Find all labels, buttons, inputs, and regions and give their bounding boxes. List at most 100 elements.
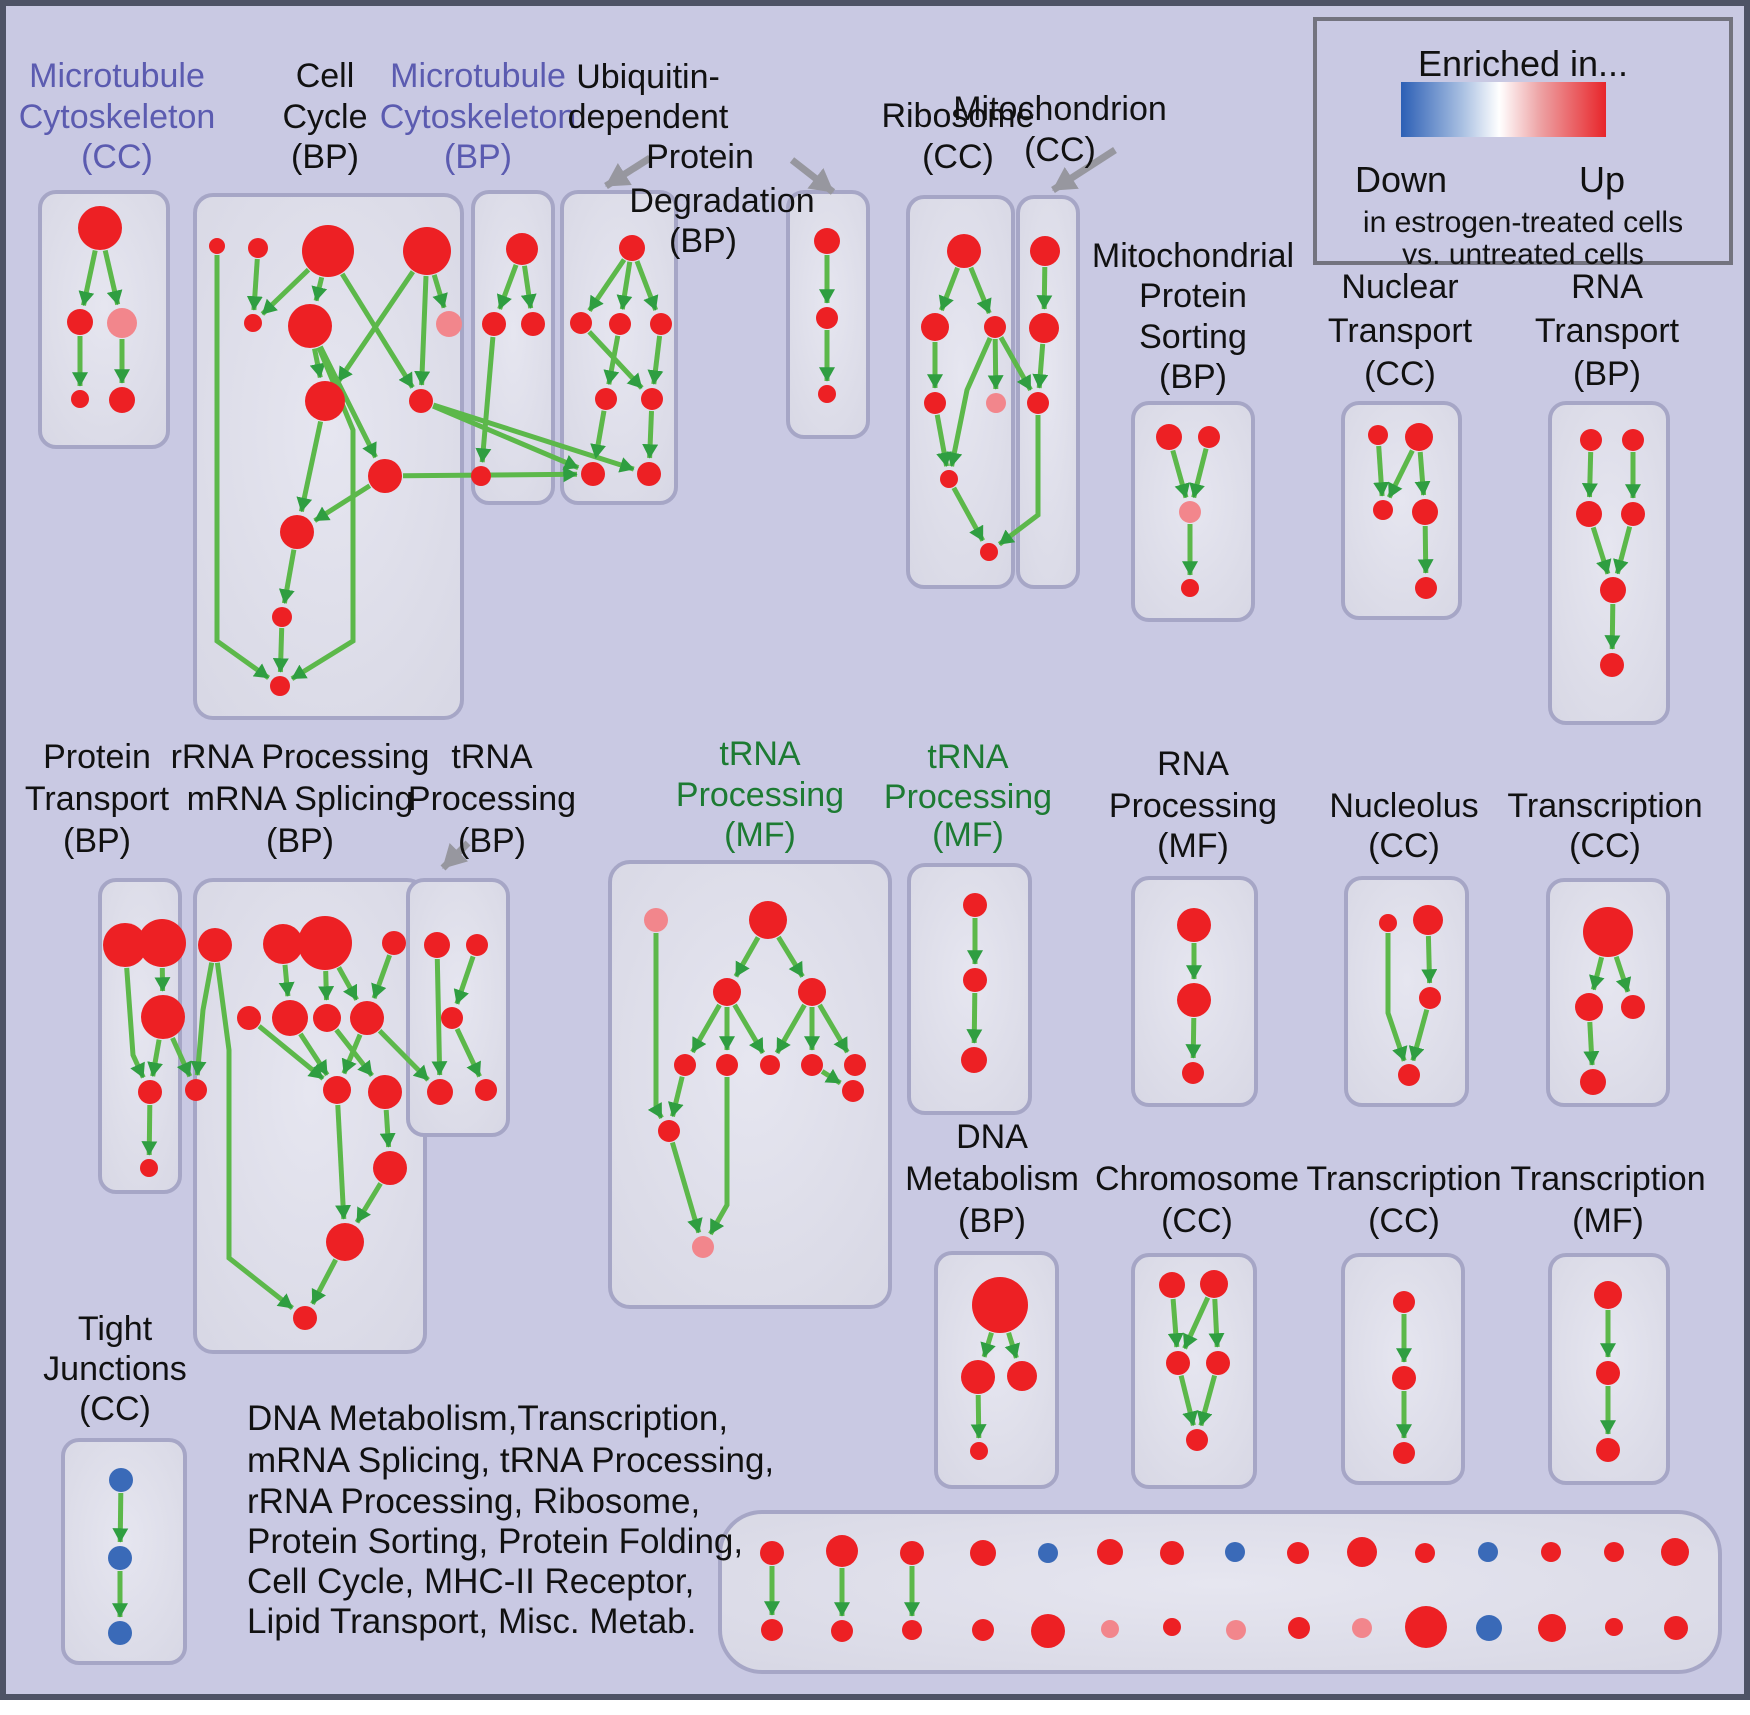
- cluster-label: (CC): [1368, 827, 1440, 865]
- node: [1181, 579, 1199, 597]
- node: [595, 388, 617, 410]
- node: [1031, 1614, 1065, 1648]
- edge: [454, 1027, 482, 1078]
- node: [475, 1079, 497, 1101]
- edge: [1182, 1296, 1211, 1350]
- edge: [987, 338, 1004, 390]
- cluster-label: Metabolism: [905, 1160, 1079, 1198]
- node: [1373, 500, 1393, 520]
- edge: [310, 1258, 338, 1305]
- cluster-label: Microtubule: [29, 57, 205, 95]
- edge: [520, 265, 537, 309]
- node: [71, 390, 89, 408]
- node: [409, 389, 433, 413]
- cluster-label: (CC): [1569, 827, 1641, 865]
- cluster-label: (MF): [932, 816, 1004, 854]
- node: [1600, 653, 1624, 677]
- edge: [1178, 1375, 1198, 1427]
- node: [844, 1054, 866, 1076]
- cluster-label: Tight: [78, 1310, 153, 1348]
- edge: [1170, 449, 1190, 499]
- cluster-label: Cytoskeleton: [380, 98, 577, 136]
- node: [141, 995, 185, 1039]
- edge: [414, 275, 431, 386]
- edge: [634, 260, 659, 311]
- cluster-label: (CC): [922, 138, 994, 176]
- edge: [296, 420, 324, 513]
- legend-up-label: Up: [1578, 159, 1626, 200]
- node: [403, 227, 451, 275]
- node: [313, 1004, 341, 1032]
- edge: [1373, 445, 1390, 497]
- edge: [309, 348, 326, 379]
- cluster-box-ubiquitin-degradation-bp-left: [560, 190, 678, 505]
- cluster-label: (BP): [291, 138, 359, 176]
- node: [609, 313, 631, 335]
- node: [650, 313, 672, 335]
- cluster-label: (BP): [1573, 355, 1641, 393]
- node: [581, 462, 605, 486]
- edge: [214, 962, 294, 1311]
- node: [1159, 1272, 1185, 1298]
- node: [1605, 1618, 1623, 1636]
- node: [293, 1306, 317, 1330]
- node: [713, 978, 741, 1006]
- node: [272, 607, 292, 627]
- node: [1393, 1442, 1415, 1464]
- node: [1664, 1616, 1688, 1640]
- cluster-label: Transport: [1328, 312, 1473, 350]
- node: [78, 206, 122, 250]
- cluster-label: (CC): [1364, 355, 1436, 393]
- edge: [1386, 449, 1415, 499]
- node: [818, 385, 836, 403]
- cluster-label: (BP): [266, 822, 334, 860]
- cluster-box-ribosome-cc: [906, 195, 1015, 589]
- misc-categories-text: Protein Sorting, Protein Folding,: [247, 1522, 743, 1561]
- node: [270, 676, 290, 696]
- edge: [341, 1033, 363, 1075]
- node: [902, 1620, 922, 1640]
- node: [1415, 577, 1437, 599]
- node: [1661, 1538, 1689, 1566]
- cluster-label: (CC): [1368, 1202, 1440, 1240]
- node: [961, 1047, 987, 1073]
- cluster-label: (MF): [1157, 827, 1229, 865]
- node: [619, 235, 645, 261]
- node: [1596, 1361, 1620, 1385]
- node: [1177, 983, 1211, 1017]
- cluster-label: dependent: [568, 98, 729, 136]
- edge: [318, 345, 378, 459]
- node: [1622, 429, 1644, 451]
- node: [350, 1001, 384, 1035]
- edge: [970, 1394, 987, 1439]
- edge: [170, 1036, 193, 1078]
- cluster-label: tRNA: [451, 738, 533, 776]
- cluster-label: (BP): [458, 822, 526, 860]
- cluster-label: tRNA: [927, 738, 1009, 776]
- edge: [246, 258, 263, 311]
- node: [1580, 429, 1602, 451]
- node: [816, 307, 838, 329]
- edge: [1185, 1017, 1202, 1059]
- node: [67, 309, 93, 335]
- node: [506, 233, 538, 265]
- node: [716, 1054, 738, 1076]
- cluster-label: (CC): [1161, 1202, 1233, 1240]
- edge: [431, 274, 448, 309]
- edge: [938, 266, 960, 312]
- cluster-label: Ribosome: [881, 97, 1034, 135]
- edge: [278, 549, 297, 604]
- cluster-box-cell-cycle-bp: [193, 193, 464, 720]
- cluster-label: tRNA: [719, 735, 801, 773]
- node: [1038, 1543, 1058, 1563]
- cluster-label: (BP): [444, 138, 512, 176]
- misc-categories-text: rRNA Processing, Ribosome,: [247, 1482, 700, 1521]
- node: [108, 1621, 132, 1645]
- cluster-label: Transcription: [1306, 1160, 1501, 1198]
- node: [1198, 426, 1220, 448]
- misc-categories-text: Lipid Transport, Misc. Metab.: [247, 1602, 696, 1641]
- cluster-label: (CC): [79, 1390, 151, 1428]
- cluster-label: RNA: [1157, 745, 1229, 783]
- node: [1186, 1429, 1208, 1451]
- edge: [141, 1104, 158, 1156]
